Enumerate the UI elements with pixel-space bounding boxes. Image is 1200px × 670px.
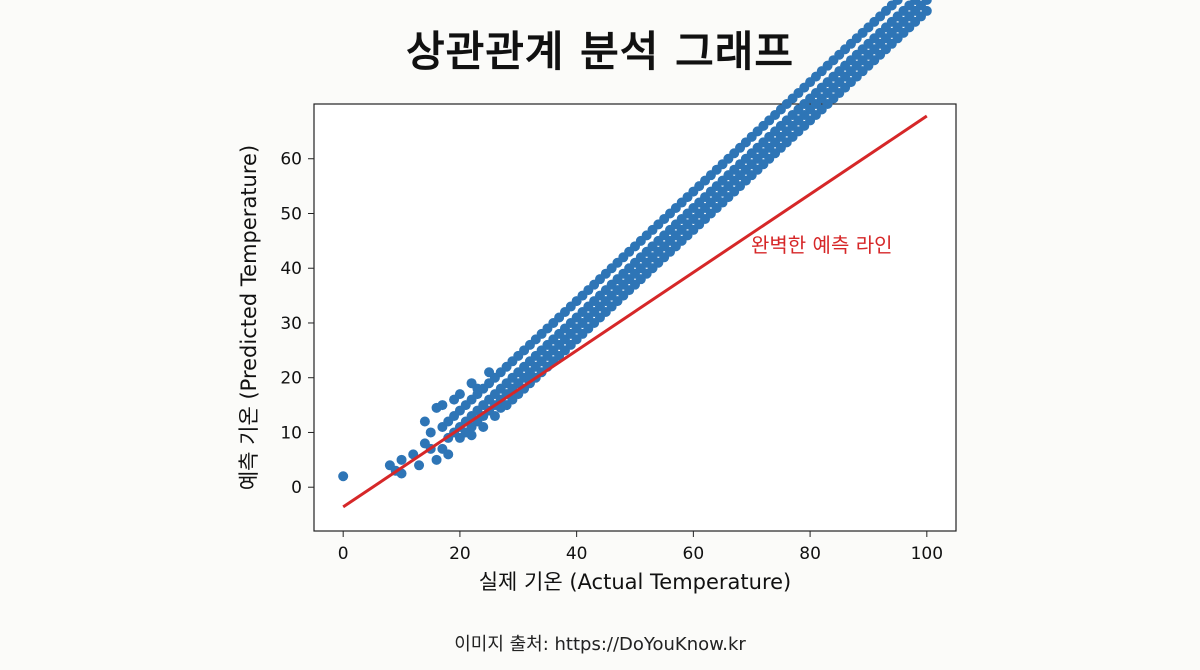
chart-title: 상관관계 분석 그래프 — [405, 27, 794, 76]
data-point — [892, 0, 903, 5]
y-tick-label: 10 — [280, 423, 302, 443]
data-point — [338, 471, 349, 482]
data-point — [425, 427, 436, 438]
data-point — [921, 0, 932, 5]
y-tick-label: 40 — [280, 259, 302, 279]
y-tick-label: 50 — [280, 204, 302, 224]
perfect-prediction-line — [342, 114, 928, 509]
y-tick-label: 30 — [280, 314, 302, 334]
perfect-prediction-line-label: 완벽한 예측 라인 — [751, 233, 893, 257]
data-point — [414, 460, 425, 471]
x-tick-label: 0 — [338, 544, 349, 564]
x-tick-label: 100 — [911, 544, 943, 564]
data-point — [478, 421, 489, 432]
x-tick-label: 80 — [799, 544, 821, 564]
plot-area — [313, 103, 957, 532]
x-tick-label: 40 — [566, 544, 588, 564]
y-tick-label: 60 — [280, 150, 302, 170]
data-point — [431, 454, 442, 465]
y-tick-label: 20 — [280, 369, 302, 389]
y-tick-label: 0 — [291, 478, 302, 498]
data-point — [921, 5, 932, 16]
data-point — [489, 411, 500, 422]
x-tick-label: 60 — [683, 544, 705, 564]
y-axis-label: 예측 기온 (Predicted Temperature) — [237, 145, 261, 490]
data-point — [419, 416, 430, 427]
data-point — [466, 430, 477, 441]
data-point — [454, 389, 465, 400]
data-point — [396, 454, 407, 465]
data-point — [443, 449, 454, 460]
x-axis-label: 실제 기온 (Actual Temperature) — [479, 570, 792, 594]
data-point — [437, 400, 448, 411]
image-source-caption: 이미지 출처: https://DoYouKnow.kr — [454, 634, 746, 655]
x-tick-label: 20 — [449, 544, 471, 564]
